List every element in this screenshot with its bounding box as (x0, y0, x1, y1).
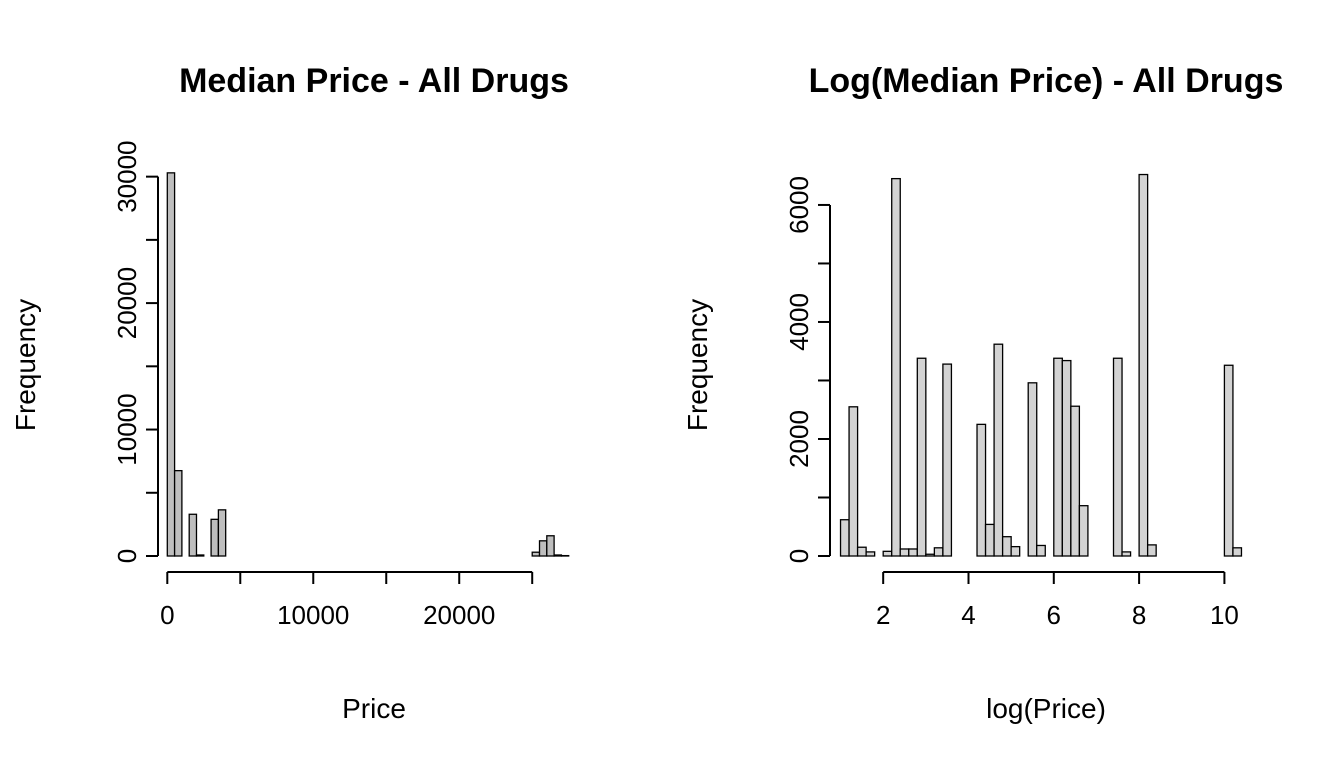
y-tick-label: 4000 (784, 293, 814, 351)
histogram-bar (538, 540, 548, 557)
x-tick-label: 8 (1132, 600, 1146, 630)
y-tick-label: 0 (112, 549, 142, 563)
log-price-histogram-panel: Log(Median Price) - All Drugs log(Price)… (682, 62, 1283, 724)
x-axis-label: log(Price) (986, 693, 1106, 724)
chart-title: Median Price - All Drugs (179, 62, 569, 100)
histogram-bar (546, 535, 555, 557)
histogram-bar (1146, 544, 1157, 557)
y-axis: 0 10000 20000 30000 (112, 140, 159, 563)
price-histogram-panel: Median Price - All Drugs Price Frequency… (10, 62, 570, 724)
histogram-bar (1070, 405, 1081, 557)
x-tick-label: 0 (160, 600, 174, 630)
chart-title: Log(Median Price) - All Drugs (809, 62, 1284, 100)
y-axis-label: Frequency (682, 299, 713, 431)
x-tick-label: 10 (1210, 600, 1239, 630)
histogram-bar (916, 357, 927, 557)
histogram-bar (1112, 357, 1123, 557)
x-axis: 0 10000 20000 (160, 571, 534, 630)
histogram-bar (195, 554, 205, 557)
histogram-bar (1078, 505, 1089, 557)
histogram-bar (166, 172, 176, 557)
x-tick-label: 4 (961, 600, 975, 630)
histogram-bar (908, 548, 918, 557)
histogram-bar (865, 551, 876, 557)
histogram-bar (531, 551, 541, 557)
histogram-bar (173, 469, 183, 557)
histogram-bar (1027, 382, 1038, 557)
y-axis: 0 2000 4000 6000 (784, 176, 831, 563)
histogram-bar (882, 550, 893, 557)
histogram-bar (942, 363, 953, 557)
histogram-bar (891, 177, 901, 557)
histogram-bar (856, 546, 867, 557)
y-tick-label: 30000 (112, 140, 142, 212)
y-axis-label: Frequency (10, 299, 41, 431)
histogram-bar (1061, 359, 1072, 557)
histogram-bar (839, 519, 850, 557)
y-tick-label: 10000 (112, 393, 142, 465)
histogram-bar (217, 509, 227, 557)
y-tick-label: 2000 (784, 410, 814, 468)
y-tick-label: 0 (784, 549, 814, 563)
histogram-bar (1232, 547, 1243, 557)
histogram-bar (188, 513, 198, 557)
histogram-bars (166, 172, 570, 557)
histogram-bar (925, 553, 936, 557)
x-tick-label: 2 (876, 600, 890, 630)
histogram-bar (933, 547, 944, 557)
histogram-bar (993, 343, 1004, 557)
histogram-bar (1053, 357, 1063, 557)
histogram-bar (1223, 364, 1234, 557)
x-tick-label: 20000 (423, 600, 495, 630)
histogram-bars (839, 173, 1243, 557)
histogram-bar (210, 518, 220, 557)
y-tick-label: 6000 (784, 176, 814, 234)
x-tick-label: 10000 (277, 600, 349, 630)
histogram-bar (976, 423, 987, 557)
histogram-bar (1036, 544, 1046, 557)
x-tick-label: 6 (1047, 600, 1061, 630)
x-axis: 2 4 6 8 10 (876, 571, 1239, 630)
histogram-bar (1121, 551, 1132, 557)
histogram-bar (899, 548, 910, 557)
histogram-bar (1138, 173, 1149, 557)
y-tick-label: 20000 (112, 267, 142, 339)
histogram-bar (1010, 545, 1021, 557)
x-axis-label: Price (342, 693, 406, 724)
histogram-bar (1001, 536, 1012, 557)
histogram-bar (553, 554, 563, 557)
histogram-bar (848, 406, 859, 557)
histogram-bar (984, 523, 995, 557)
